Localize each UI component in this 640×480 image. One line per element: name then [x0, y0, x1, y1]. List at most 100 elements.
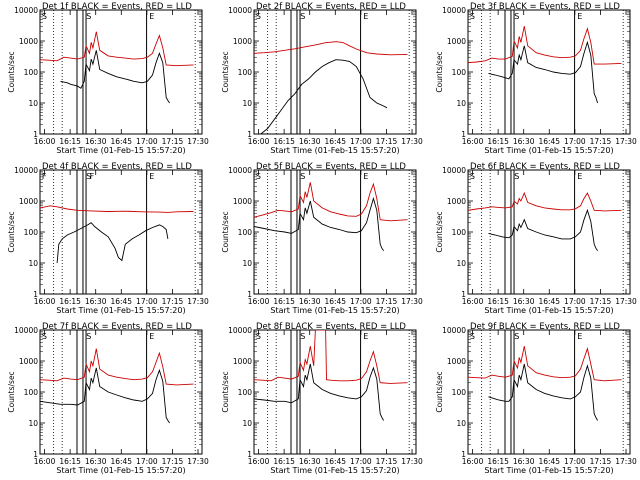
x-tick-label: 16:30 — [85, 137, 107, 146]
panel-title: Det 2f BLACK = Events, RED = LLD — [256, 2, 406, 12]
lld-series-line — [254, 182, 408, 222]
y-axis-label: Counts/sec — [221, 51, 230, 92]
y-tick-label: 1 — [33, 290, 38, 299]
interval-marker-label: F — [90, 172, 95, 181]
plot-frame — [467, 9, 631, 135]
panel-title: Det 6f BLACK = Events, RED = LLD — [470, 162, 620, 172]
x-tick-label: 16:30 — [513, 457, 535, 466]
x-tick-label: 16:00 — [248, 137, 270, 146]
y-tick-label: 10 — [28, 99, 38, 108]
interval-marker-label: S — [514, 332, 519, 341]
y-tick-label: 1000 — [447, 37, 466, 46]
x-tick-label: 17:00 — [564, 297, 586, 306]
x-tick-label: 17:30 — [187, 457, 209, 466]
events-series-line — [60, 50, 170, 104]
panel-1: Det 1f BLACK = Events, RED = LLD 1 10 100 10… — [7, 2, 209, 155]
x-tick-label: 16:15 — [487, 137, 509, 146]
y-tick-label: 1 — [33, 450, 38, 459]
y-tick-label: 100 — [238, 388, 253, 397]
y-tick-label: 10000 — [14, 166, 38, 175]
x-tick-label: 17:30 — [187, 137, 209, 146]
plot-frame — [253, 9, 417, 135]
y-tick-label: 1 — [247, 290, 252, 299]
interval-marker-label: S — [470, 12, 475, 21]
plot-frame — [253, 329, 417, 455]
y-tick-label: 100 — [24, 388, 39, 397]
x-tick-label: 17:00 — [136, 297, 158, 306]
y-tick-label: 10000 — [228, 166, 252, 175]
panel-title: Det 8f BLACK = Events, RED = LLD — [256, 322, 406, 332]
x-axis-label: Start Time (01-Feb-15 15:57:20) — [270, 306, 399, 315]
x-tick-label: 17:30 — [615, 137, 637, 146]
events-series-line — [56, 222, 169, 264]
panel-title: Det 1f BLACK = Events, RED = LLD — [42, 2, 192, 12]
x-tick-label: 16:00 — [34, 297, 56, 306]
plot-frame — [467, 169, 631, 295]
x-axis-label: Start Time (01-Feb-15 15:57:20) — [484, 306, 613, 315]
x-tick-label: 16:30 — [299, 457, 321, 466]
y-axis-label: Counts/sec — [7, 211, 16, 252]
interval-marker-label: E — [577, 172, 582, 181]
y-tick-label: 100 — [452, 388, 467, 397]
panel-title: Det 3f BLACK = Events, RED = LLD — [470, 2, 620, 12]
x-tick-label: 17:00 — [136, 137, 158, 146]
interval-marker-label: E — [149, 332, 154, 341]
y-tick-label: 1 — [33, 130, 38, 139]
x-tick-label: 16:15 — [273, 297, 295, 306]
x-tick-label: 16:00 — [248, 457, 270, 466]
lld-series-line — [468, 191, 622, 212]
plot-frame — [253, 169, 417, 295]
events-series-line — [488, 40, 599, 104]
y-tick-label: 1000 — [447, 197, 466, 206]
x-tick-label: 16:30 — [513, 137, 535, 146]
interval-marker-label: E — [363, 332, 368, 341]
x-axis-label: Start Time (01-Feb-15 15:57:20) — [270, 146, 399, 155]
y-tick-label: 1000 — [233, 197, 252, 206]
events-series-line — [40, 367, 170, 424]
plot-frame — [39, 329, 203, 455]
series-group — [468, 26, 622, 104]
interval-marker-label: F — [42, 172, 47, 181]
x-tick-label: 17:30 — [187, 297, 209, 306]
x-tick-label: 16:45 — [324, 457, 346, 466]
events-series-line — [254, 196, 384, 251]
y-tick-label: 10 — [242, 99, 252, 108]
x-tick-label: 16:00 — [462, 297, 484, 306]
x-axis-label: Start Time (01-Feb-15 15:57:20) — [270, 466, 399, 475]
x-tick-label: 16:15 — [487, 457, 509, 466]
x-tick-label: 16:15 — [59, 297, 81, 306]
x-axis-label: Start Time (01-Feb-15 15:57:20) — [484, 146, 613, 155]
y-tick-label: 1 — [247, 450, 252, 459]
panel-2: Det 2f BLACK = Events, RED = LLD 1 10 100 10… — [221, 2, 423, 155]
x-tick-label: 16:30 — [513, 297, 535, 306]
lld-series-line — [40, 31, 194, 67]
interval-marker-label: S — [256, 332, 261, 341]
y-tick-label: 10000 — [228, 6, 252, 15]
x-axis-label: Start Time (01-Feb-15 15:57:20) — [56, 466, 185, 475]
series-group — [254, 330, 408, 421]
y-axis-label: Counts/sec — [435, 371, 444, 412]
interval-marker-label: S — [514, 172, 519, 181]
x-tick-label: 17:30 — [401, 297, 423, 306]
interval-marker-label: S — [86, 172, 91, 181]
y-tick-label: 1000 — [447, 357, 466, 366]
x-tick-label: 16:30 — [85, 457, 107, 466]
panel-7: Det 7f BLACK = Events, RED = LLD 1 10 100 10… — [7, 322, 209, 475]
x-tick-label: 17:15 — [376, 457, 398, 466]
y-tick-label: 10000 — [442, 326, 466, 335]
series-group — [468, 346, 622, 421]
x-tick-label: 17:00 — [136, 457, 158, 466]
y-tick-label: 1000 — [233, 37, 252, 46]
x-tick-label: 17:15 — [162, 297, 184, 306]
x-tick-label: 17:00 — [564, 457, 586, 466]
y-tick-label: 1 — [461, 290, 466, 299]
x-tick-label: 16:45 — [538, 297, 560, 306]
panel-title: Det 5f BLACK = Events, RED = LLD — [256, 162, 406, 172]
y-tick-label: 10 — [456, 259, 466, 268]
series-group — [254, 41, 408, 134]
plot-frame — [39, 9, 203, 135]
interval-marker-label: E — [363, 12, 368, 21]
interval-marker-label: E — [363, 172, 368, 181]
y-axis-label: Counts/sec — [7, 371, 16, 412]
interval-marker-label: S — [300, 12, 305, 21]
